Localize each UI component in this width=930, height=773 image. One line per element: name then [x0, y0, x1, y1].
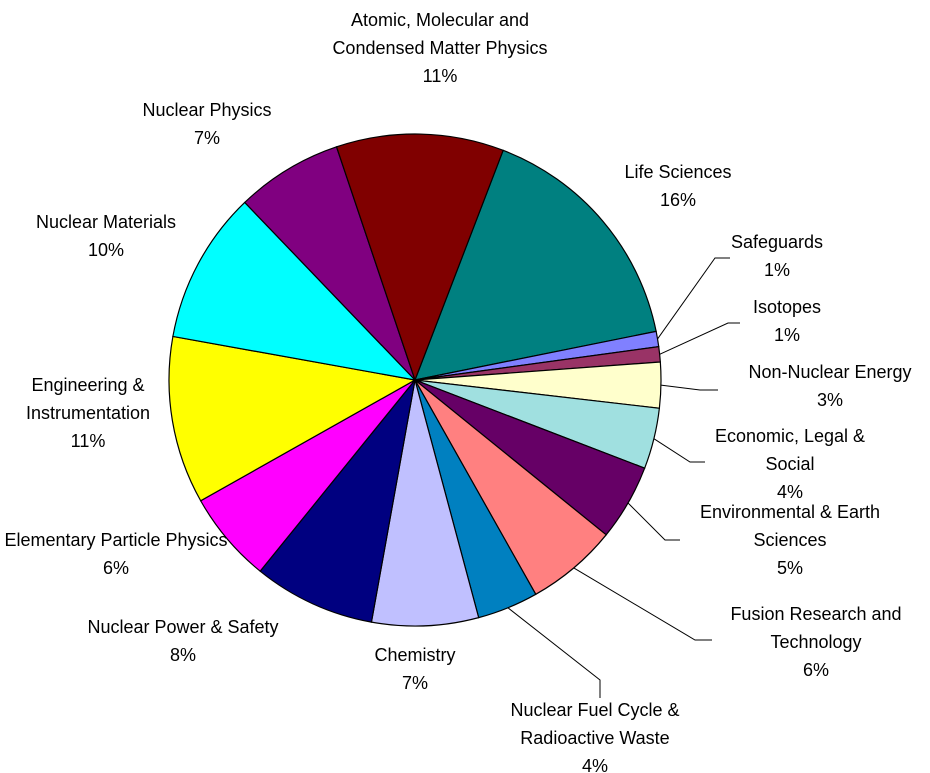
category-name: Fusion Research and Technology: [730, 604, 902, 652]
pie-slice: [172, 201, 417, 381]
slice-label: Environmental & Earth Sciences 5%: [675, 498, 905, 582]
category-name: Elementary Particle Physics: [4, 530, 228, 550]
category-name: Environmental & Earth Sciences: [699, 502, 881, 550]
value-label: 4%: [581, 756, 608, 773]
pie-slice: [370, 379, 480, 627]
category-name: Chemistry: [374, 645, 456, 665]
value-label: 4%: [776, 482, 803, 502]
value-label: 11%: [70, 431, 106, 451]
leader-line: [659, 322, 740, 355]
value-label: 6%: [802, 660, 829, 680]
pie-slice: [168, 335, 417, 502]
slice-label: Fusion Research and Technology 6%: [696, 600, 930, 684]
value-label: 7%: [401, 673, 428, 693]
value-label: 7%: [193, 128, 220, 148]
slice-label: Life Sciences 16%: [578, 158, 778, 214]
value-label: 16%: [659, 190, 697, 210]
slice-label: Non-Nuclear Energy 3%: [715, 358, 930, 414]
value-label: 5%: [776, 558, 803, 578]
value-label: 6%: [102, 558, 129, 578]
category-name: Nuclear Power & Safety: [87, 617, 279, 637]
category-name: Nuclear Physics: [142, 100, 272, 120]
slice-label: Nuclear Physics 7%: [107, 96, 307, 152]
slice-label: Elementary Particle Physics 6%: [1, 526, 231, 582]
leader-line: [507, 607, 601, 698]
value-label: 1%: [763, 260, 790, 280]
leader-line: [573, 567, 712, 641]
pie-slice: [259, 379, 416, 623]
leader-line: [660, 384, 718, 391]
slice-label: Atomic, Molecular and Condensed Matter P…: [315, 6, 565, 90]
slice-label: Economic, Legal & Social 4%: [695, 422, 885, 506]
value-label: 11%: [422, 66, 458, 86]
category-name: Nuclear Fuel Cycle & Radioactive Waste: [510, 700, 680, 748]
slice-label: Chemistry 7%: [335, 641, 495, 697]
slice-label: Engineering & Instrumentation 11%: [3, 371, 173, 455]
value-label: 8%: [169, 645, 196, 665]
category-name: Isotopes: [752, 297, 822, 317]
leader-line: [627, 502, 680, 541]
value-label: 1%: [773, 325, 800, 345]
slice-label: Nuclear Materials 10%: [6, 208, 206, 264]
value-label: 10%: [87, 240, 125, 260]
leader-line: [657, 257, 730, 340]
slice-label: Nuclear Fuel Cycle & Radioactive Waste 4%: [485, 696, 705, 773]
category-name: Safeguards: [730, 232, 824, 252]
category-name: Atomic, Molecular and Condensed Matter P…: [332, 10, 548, 58]
slice-label: Isotopes 1%: [717, 293, 857, 349]
pie-slice: [414, 149, 657, 381]
pie-slice: [335, 133, 504, 382]
leader-line: [653, 438, 705, 463]
value-label: 3%: [816, 390, 843, 410]
category-name: Life Sciences: [624, 162, 732, 182]
slice-label: Safeguards 1%: [697, 228, 857, 284]
category-name: Nuclear Materials: [35, 212, 177, 232]
category-name: Engineering & Instrumentation: [25, 375, 151, 423]
category-name: Non-Nuclear Energy: [748, 362, 912, 382]
pie-slice: [243, 146, 416, 381]
slice-label: Nuclear Power & Safety 8%: [43, 613, 323, 669]
category-name: Economic, Legal & Social: [714, 426, 866, 474]
